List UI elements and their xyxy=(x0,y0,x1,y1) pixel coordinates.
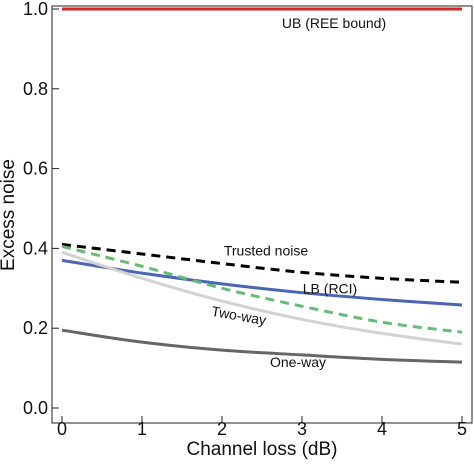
x-tick-label: 1 xyxy=(137,419,147,439)
y-tick-label: 0.2 xyxy=(23,318,48,338)
x-axis: 0 1 2 3 4 5 xyxy=(57,416,467,439)
x-tick-label: 2 xyxy=(217,419,227,439)
y-tick-label: 0.0 xyxy=(23,398,48,418)
y-tick-label: 1.0 xyxy=(23,0,48,19)
plot-frame xyxy=(51,5,473,424)
series-annotation: Trusted noise xyxy=(224,242,309,258)
series-line-2 xyxy=(61,258,463,307)
series-annotation: LB (RCI) xyxy=(303,280,357,296)
x-tick-label: 3 xyxy=(297,419,307,439)
series-annotation: UB (REE bound) xyxy=(282,15,386,31)
x-tick-label: 4 xyxy=(377,419,387,439)
series-layer xyxy=(61,7,463,364)
y-tick-label: 0.4 xyxy=(23,238,48,258)
y-tick-label: 0.6 xyxy=(23,159,48,179)
y-tick-label: 0.8 xyxy=(23,79,48,99)
y-axis-title: Excess noise xyxy=(0,159,19,271)
y-axis: 0.0 0.2 0.4 0.6 0.8 1.0 xyxy=(23,0,59,418)
x-tick-label: 0 xyxy=(57,419,67,439)
x-tick-label: 5 xyxy=(457,419,467,439)
series-annotation: One-way xyxy=(270,354,326,370)
series-annotation: Two-way xyxy=(210,303,267,328)
series-line-5 xyxy=(61,328,463,364)
series-line-1 xyxy=(61,242,463,284)
series-line-4 xyxy=(61,250,463,346)
series-line-3 xyxy=(61,244,463,334)
x-axis-title: Channel loss (dB) xyxy=(186,439,337,460)
